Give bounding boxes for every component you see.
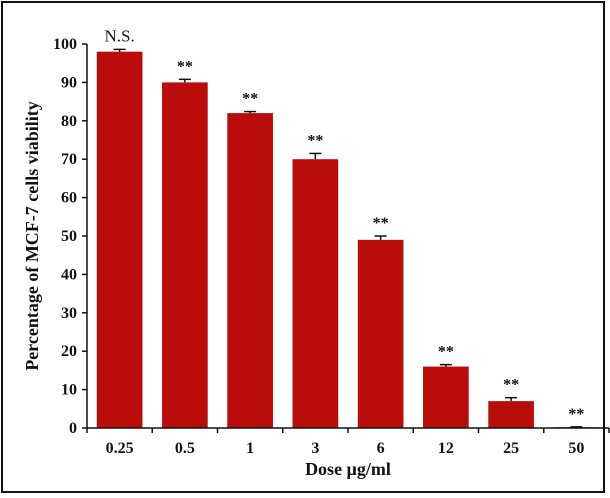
x-tick-label: 6 [377,440,385,457]
bars [96,51,600,429]
bar [227,113,273,429]
x-axis-title: Dose µg/ml [305,459,391,479]
y-tick-label: 40 [61,266,77,283]
y-axis-ticks: 0 10 20 30 40 50 60 70 80 90 100 [53,36,87,437]
significance-label: ** [307,132,323,149]
significance-label: N.S. [105,26,135,45]
significance-annotations: N.S. ** ** ** ** ** ** ** [105,26,585,422]
significance-label: ** [177,58,193,75]
bar [96,51,143,429]
x-tick-label: 0.25 [106,440,134,457]
bar [162,82,208,429]
error-bars [113,48,583,428]
y-tick-label: 100 [53,36,77,53]
y-tick-label: 90 [61,74,77,91]
x-tick-label: 1 [246,440,254,457]
bar [423,366,469,428]
significance-label: ** [568,406,584,423]
significance-label: ** [242,91,258,108]
x-tick-label: 0.5 [175,440,195,457]
x-tick-label: 12 [438,440,454,457]
y-tick-label: 20 [61,343,77,360]
y-tick-label: 60 [61,190,77,207]
significance-label: ** [503,377,519,394]
y-tick-label: 80 [61,113,77,130]
y-tick-label: 10 [61,382,77,399]
y-tick-label: 70 [61,151,77,168]
y-tick-label: 50 [61,228,77,245]
x-tick-label: 50 [568,440,584,457]
x-tick-label: 25 [503,440,519,457]
bar [292,159,339,428]
x-axis-ticks: 0.25 0.5 1 3 6 12 25 50 [86,428,610,457]
y-tick-label: 30 [61,305,77,322]
significance-label: ** [373,215,389,232]
bar [488,401,534,428]
bar [357,239,404,428]
y-axis-title: Percentage of MCF-7 cells viability [22,101,42,371]
significance-label: ** [438,344,454,361]
y-tick-label: 0 [69,420,77,437]
x-tick-label: 3 [311,440,319,457]
